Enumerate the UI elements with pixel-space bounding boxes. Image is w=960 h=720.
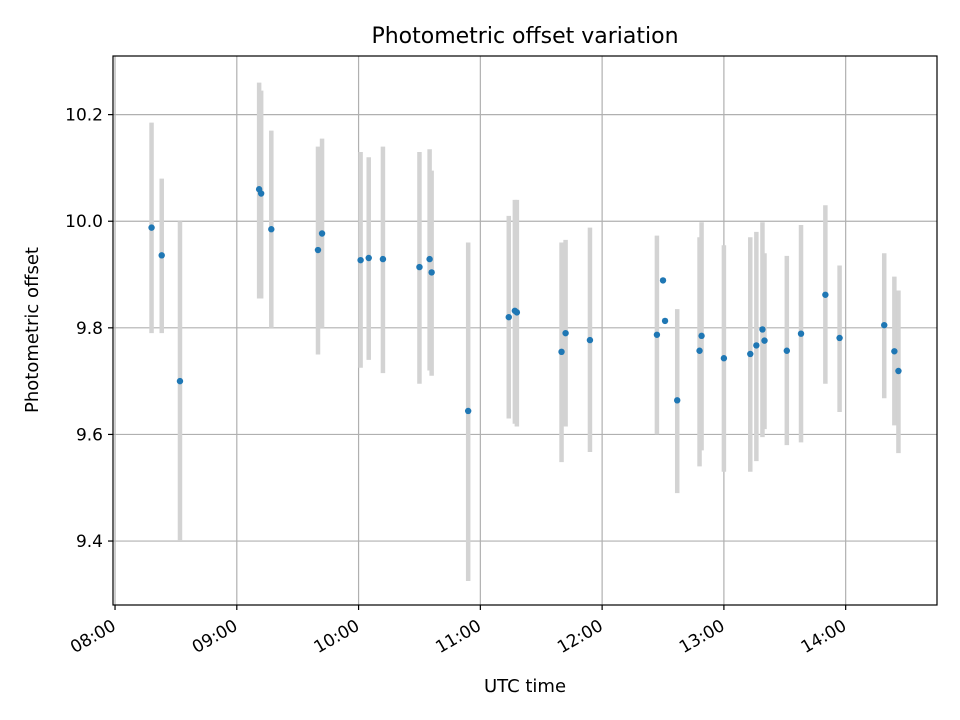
- data-point: [653, 331, 661, 338]
- data-point: [659, 277, 667, 284]
- data-point: [747, 350, 754, 358]
- data-point: [586, 336, 594, 344]
- data-point: [562, 329, 569, 337]
- point-layer: [148, 186, 902, 415]
- y-axis-label: Photometric offset: [22, 247, 43, 413]
- data-point: [314, 246, 322, 254]
- x-axis-label: UTC time: [484, 676, 566, 697]
- data-point: [365, 254, 372, 262]
- data-point: [176, 377, 184, 385]
- data-point: [891, 348, 898, 355]
- data-point: [674, 397, 681, 404]
- data-point: [513, 309, 521, 316]
- data-point: [158, 252, 165, 259]
- y-tick-label: 9.4: [76, 532, 103, 552]
- data-point: [881, 321, 888, 329]
- y-tick-label: 9.6: [76, 425, 103, 445]
- data-point: [428, 269, 435, 276]
- data-point: [696, 347, 703, 354]
- data-point: [416, 263, 423, 271]
- y-axis: 9.4 9.6 9.8 10.0 10.2: [65, 106, 113, 552]
- data-point: [148, 224, 155, 231]
- data-point: [797, 330, 805, 337]
- data-point: [759, 326, 766, 333]
- data-point: [268, 226, 275, 233]
- y-tick-label: 10.2: [65, 106, 103, 126]
- data-point: [753, 342, 760, 349]
- plot-frame: [112, 55, 938, 606]
- data-point: [357, 256, 364, 264]
- data-point: [379, 255, 387, 263]
- data-point: [661, 317, 669, 325]
- data-point: [836, 334, 843, 342]
- chart-title: Photometric offset variation: [371, 24, 678, 49]
- data-point: [720, 355, 728, 362]
- data-point: [558, 348, 565, 356]
- data-point: [464, 407, 472, 415]
- data-point: [505, 313, 512, 321]
- data-point: [822, 291, 829, 298]
- data-point: [257, 190, 265, 197]
- data-point: [895, 367, 902, 375]
- data-point: [318, 230, 326, 237]
- data-point: [698, 332, 705, 340]
- y-tick-label: 10.0: [65, 212, 103, 232]
- data-point: [783, 347, 791, 354]
- y-tick-label: 9.8: [76, 319, 103, 339]
- data-point: [426, 255, 433, 263]
- data-point: [761, 337, 768, 344]
